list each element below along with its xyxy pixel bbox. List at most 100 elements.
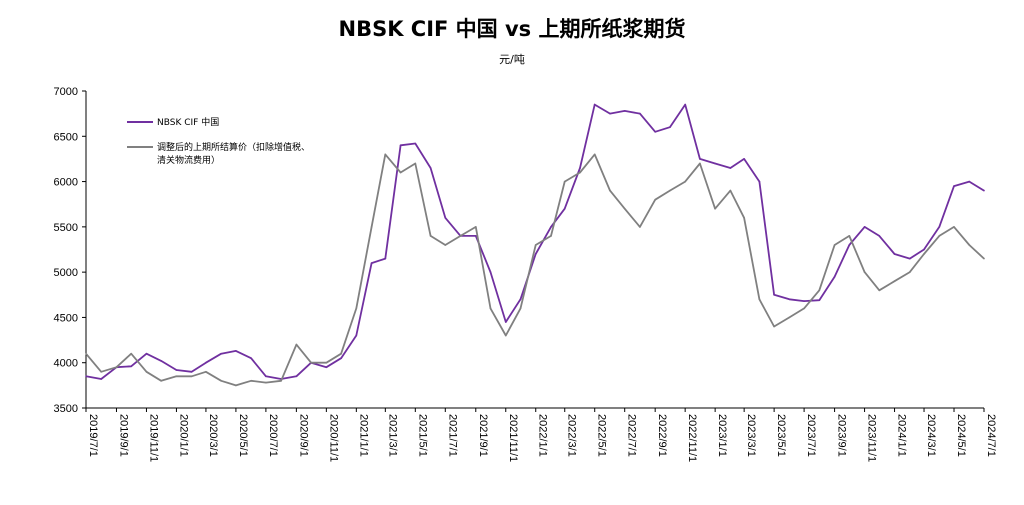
series-2-point <box>699 162 701 165</box>
series-2-point <box>459 235 462 237</box>
series-2-point <box>250 380 252 382</box>
series-1-point <box>444 217 447 219</box>
series-2-point <box>340 352 342 355</box>
x-tick-label: 2023/5/1 <box>775 414 787 457</box>
series-1-point <box>250 357 252 360</box>
series-1-point <box>878 235 881 237</box>
series-1-point <box>968 180 971 183</box>
series-1-point <box>130 365 132 368</box>
series-1-point <box>370 262 373 264</box>
series-1-point <box>743 158 745 160</box>
series-1-point <box>399 144 402 147</box>
series-1-point <box>788 298 791 301</box>
x-tick-label: 2024/7/1 <box>985 414 997 457</box>
series-2-point <box>399 171 402 174</box>
series-2-point <box>729 189 732 192</box>
series-1-point <box>384 257 387 260</box>
series-line-2 <box>85 153 985 387</box>
series-2-point <box>325 361 328 364</box>
x-tick-label: 2022/3/1 <box>566 414 578 457</box>
series-1-point <box>100 378 102 380</box>
y-tick-label: 6500 <box>54 131 78 143</box>
series-1-point <box>519 298 522 301</box>
series-1-point <box>758 180 761 183</box>
series-2-point <box>429 235 432 237</box>
series-2-point <box>623 207 626 210</box>
series-1-point <box>475 235 477 237</box>
x-tick-label: 2021/9/1 <box>477 414 489 457</box>
series-1-point <box>654 131 656 133</box>
series-2-point <box>923 253 925 255</box>
series-2-point <box>205 371 207 373</box>
series-2-point <box>355 307 358 310</box>
series-2-point <box>519 307 522 310</box>
series-2-point <box>235 384 237 387</box>
x-tick-label: 2019/9/1 <box>117 414 129 457</box>
series-2-point <box>190 375 193 378</box>
series-2-point <box>370 226 373 228</box>
series-1-point <box>355 334 358 337</box>
series-2-point <box>863 271 866 273</box>
series-2-point <box>475 226 477 228</box>
series-2-point <box>593 153 596 156</box>
series-2-point <box>983 257 985 260</box>
series-1-point <box>550 226 552 228</box>
x-tick-label: 2021/7/1 <box>446 414 458 457</box>
series-2-point <box>444 244 447 246</box>
series-1-point <box>699 158 701 160</box>
y-tick-label: 4500 <box>54 312 78 324</box>
x-tick-label: 2023/9/1 <box>836 414 848 457</box>
series-1-point <box>833 275 836 278</box>
y-tick-label: 4000 <box>54 358 78 370</box>
series-1-point <box>909 257 911 260</box>
series-2-point <box>773 325 775 328</box>
series-2-point <box>489 307 492 310</box>
series-1-point <box>893 253 896 255</box>
series-1-point <box>190 371 193 373</box>
y-tick-label: 6000 <box>54 177 78 189</box>
x-tick-label: 2024/3/1 <box>925 414 937 457</box>
series-2-point <box>878 289 881 292</box>
series-2-point <box>534 244 537 246</box>
chart-axes: 3500 4000 4500 5000 5500 6000 6500 7000 2019/7/1… <box>54 86 997 462</box>
series-1-point <box>505 321 507 323</box>
series-2-point <box>968 244 971 246</box>
series-1-point <box>983 189 985 192</box>
series-2-point <box>639 226 641 228</box>
series-1-point <box>205 361 207 364</box>
series-1-point <box>265 375 267 378</box>
series-1-point <box>623 110 626 112</box>
series-1-point <box>609 112 611 115</box>
x-tick-label: 2024/1/1 <box>896 414 908 457</box>
x-tick-label: 2021/11/1 <box>507 414 519 462</box>
series-2-point <box>609 189 611 192</box>
series-2-point <box>893 280 896 283</box>
series-2-point <box>684 180 686 183</box>
x-tick-label: 2022/9/1 <box>656 414 668 457</box>
x-tick-label: 2024/5/1 <box>955 414 967 457</box>
series-1-point <box>818 299 821 302</box>
series-1-point <box>340 357 342 360</box>
x-tick-label: 2023/3/1 <box>745 414 757 457</box>
series-2-point <box>833 244 836 246</box>
chart-unit: 元/吨 <box>499 53 525 66</box>
series-2-point <box>669 189 671 192</box>
series-2-point <box>175 375 178 378</box>
series-1-point <box>414 142 417 145</box>
x-tick-label: 2020/1/1 <box>177 414 189 457</box>
series-2-point <box>85 352 87 355</box>
x-tick-label: 2020/9/1 <box>297 414 309 457</box>
series-2-point <box>579 171 581 174</box>
x-tick-label: 2020/7/1 <box>267 414 279 457</box>
y-tick-label: 5500 <box>54 222 78 234</box>
x-tick-label: 2020/3/1 <box>207 414 219 457</box>
series-2-point <box>953 226 955 228</box>
y-tick-label: 7000 <box>54 86 78 98</box>
legend-label-2: 调整后的上期所结算价（扣除增值税、清关物流费用） <box>157 141 310 166</box>
series-2-point <box>145 371 148 373</box>
series-1-point <box>579 167 581 169</box>
series-2-point <box>848 235 851 237</box>
series-2-point <box>818 289 821 292</box>
